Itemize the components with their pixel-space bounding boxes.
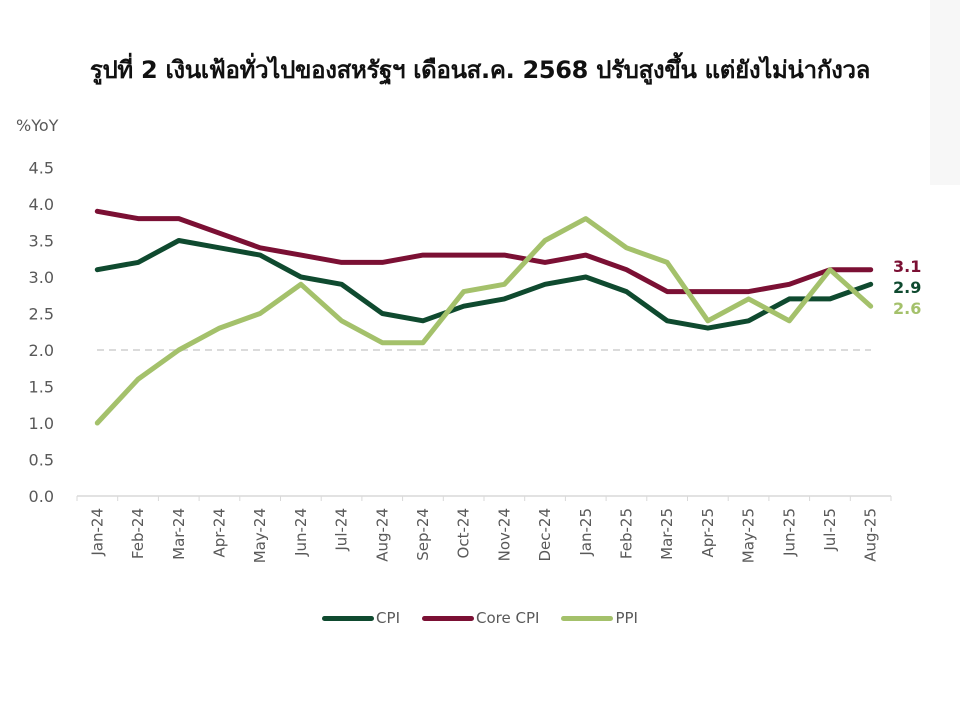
x-tick-label: Feb-24 (129, 508, 147, 559)
x-tick-label: Apr-25 (699, 508, 717, 558)
legend-item-cpi: CPI (322, 609, 400, 627)
legend-item-ppi: PPI (561, 609, 638, 627)
y-axis-label: %YoY (16, 116, 59, 135)
y-tick-label: 1.0 (29, 414, 54, 433)
y-tick-label: 0.5 (29, 451, 54, 470)
x-tick-label: Aug-25 (862, 508, 880, 562)
x-tick-label: Mar-25 (658, 508, 676, 560)
y-tick-label: 3.0 (29, 268, 54, 287)
x-tick-label: Feb-25 (617, 508, 635, 559)
x-tick-label: Oct-24 (455, 508, 473, 558)
y-tick-label: 0.0 (29, 487, 54, 506)
x-tick-label: Jul-24 (333, 508, 351, 552)
series-ppi (94, 216, 874, 426)
y-tick-label: 2.5 (29, 305, 54, 324)
legend-swatch-ppi (561, 615, 614, 621)
y-axis-ticks: 0.0 0.5 1.0 1.5 2.0 2.5 3.0 3.5 4.0 4.5 (29, 159, 54, 507)
x-tick-label: May-24 (251, 508, 269, 563)
x-tick-label: Jan-25 (577, 508, 595, 557)
end-value-labels: 2.9 3.1 2.6 (893, 257, 921, 318)
y-tick-label: 4.0 (29, 195, 54, 214)
y-tick-label: 4.5 (29, 159, 54, 178)
background-panel (930, 0, 960, 185)
end-label-ppi: 2.6 (893, 299, 921, 318)
chart-title: รูปที่ 2 เงินเฟ้อทั่วไปของสหรัฐฯ เดือนส.… (89, 56, 871, 84)
y-tick-label: 1.5 (29, 378, 54, 397)
x-tick-label: Sep-24 (414, 508, 432, 561)
x-tick-label: Nov-24 (495, 508, 513, 561)
x-tick-label: Jul-25 (821, 508, 839, 552)
series-cpi (94, 238, 874, 331)
x-tick-label: Jun-25 (780, 508, 798, 557)
y-tick-label: 3.5 (29, 232, 54, 251)
x-tick-label: Jan-24 (88, 508, 106, 557)
end-label-cpi: 2.9 (893, 278, 921, 297)
line-chart: 0.0 0.5 1.0 1.5 2.0 2.5 3.0 3.5 4.0 4.5 Jan-24 Feb… (29, 159, 922, 564)
x-tick-label: May-25 (740, 508, 758, 563)
x-tick-label: Dec-24 (536, 508, 554, 562)
x-tick-label: Aug-24 (373, 508, 391, 562)
legend-swatch-cpi (322, 615, 375, 621)
x-tick-label: Apr-24 (210, 508, 228, 558)
legend-label: Core CPI (476, 609, 540, 627)
legend-item-core-cpi: Core CPI (422, 609, 539, 627)
y-tick-label: 2.0 (29, 341, 54, 360)
x-axis: Jan-24 Feb-24 Mar-24 Apr-24 May-24 Jun-24 Jul-… (76, 495, 892, 563)
legend: CPI Core CPI PPI (0, 609, 960, 627)
end-label-core-cpi: 3.1 (893, 257, 921, 276)
legend-label: CPI (376, 609, 400, 627)
legend-label: PPI (615, 609, 638, 627)
series-core-cpi (94, 208, 874, 295)
legend-swatch-core-cpi (422, 615, 474, 621)
x-tick-label: Mar-24 (170, 508, 188, 560)
series-lines (94, 208, 874, 426)
x-tick-label: Jun-24 (292, 508, 310, 557)
